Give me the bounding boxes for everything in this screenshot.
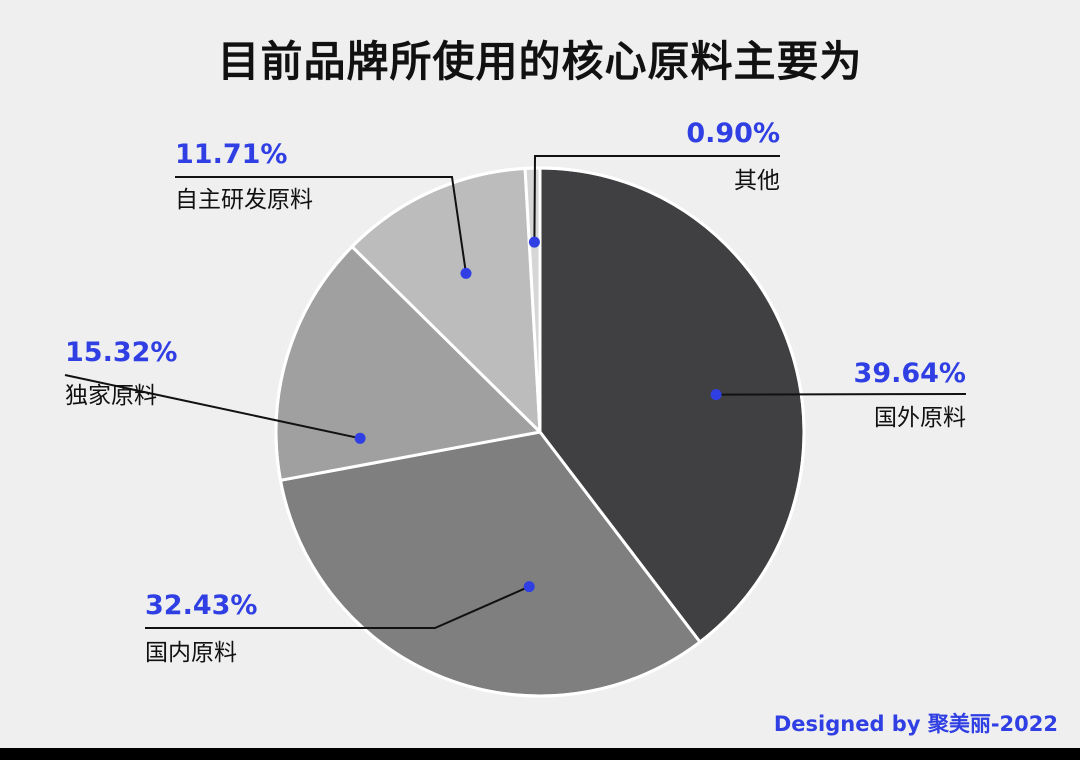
leader-line xyxy=(716,393,967,396)
slice-percent-label: 15.32% xyxy=(65,337,177,368)
slice-percent-label: 32.43% xyxy=(145,590,257,621)
slice-category-label: 国内原料 xyxy=(145,640,237,666)
slice-percent-label: 39.64% xyxy=(854,358,966,389)
leader-line xyxy=(64,374,361,440)
slice-percent-label: 11.71% xyxy=(175,139,287,170)
leader-dot xyxy=(460,267,472,279)
pie-outline xyxy=(274,166,806,698)
slice-percent-label: 0.90% xyxy=(686,118,780,149)
bottom-bar xyxy=(0,748,1080,760)
slice-category-label: 国外原料 xyxy=(874,405,966,431)
designer-credit: Designed by 聚美丽-2022 xyxy=(773,712,1058,736)
leader-dot xyxy=(710,389,722,401)
chart-title: 目前品牌所使用的核心原料主要为 xyxy=(217,37,863,86)
slice-category-label: 自主研发原料 xyxy=(175,187,313,213)
leader-line xyxy=(145,585,530,629)
leader-line xyxy=(533,155,780,243)
leader-dot xyxy=(528,236,540,248)
slice-category-label: 其他 xyxy=(734,168,780,194)
leader-line xyxy=(175,176,467,274)
leader-dot xyxy=(523,581,535,593)
slice-category-label: 独家原料 xyxy=(65,383,157,409)
leader-dot xyxy=(354,432,366,444)
